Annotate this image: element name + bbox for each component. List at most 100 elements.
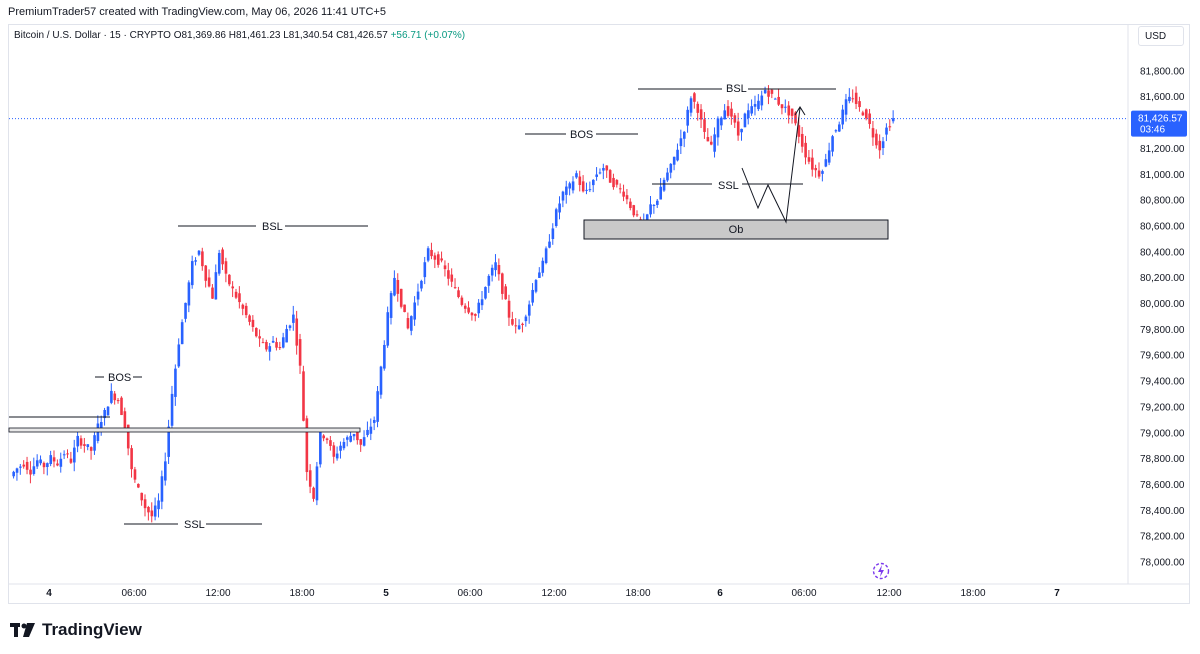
candle-body	[770, 89, 774, 94]
candle-body	[187, 282, 191, 306]
lightning-replay-icon[interactable]	[871, 561, 891, 581]
candle-body	[420, 280, 423, 289]
candle-body	[730, 108, 733, 117]
candle-body	[140, 492, 144, 501]
candle-body	[565, 186, 568, 195]
candle-body	[426, 248, 430, 261]
candle-body	[888, 126, 892, 128]
candle-body	[531, 289, 534, 303]
candle-body	[490, 267, 494, 276]
candle-body	[558, 203, 561, 213]
candle-body	[197, 250, 201, 255]
ohlc-close: C81,426.57	[336, 30, 388, 41]
candle-body	[89, 447, 93, 451]
candle-body	[221, 249, 224, 265]
candle-body	[157, 500, 160, 510]
candle-body	[251, 319, 255, 327]
candle-body	[410, 316, 413, 331]
candle-body	[258, 336, 261, 339]
y-tick-label: 79,400.00	[1140, 377, 1185, 388]
candle-body	[844, 99, 848, 115]
candle-body	[308, 470, 312, 487]
candle-body	[130, 448, 133, 470]
candle-body	[234, 291, 238, 298]
candle-body	[436, 254, 440, 265]
candle-body	[319, 428, 322, 465]
candle-body	[52, 457, 56, 462]
candle-body	[676, 149, 679, 161]
candle-body	[440, 258, 443, 261]
candle-body	[62, 454, 66, 456]
candle-body	[39, 459, 42, 464]
candle-body	[103, 409, 106, 419]
candle-body	[147, 506, 150, 513]
candle-body	[362, 437, 366, 446]
candle-body	[22, 464, 26, 467]
candle-body	[180, 322, 184, 345]
x-tick-label: 12:00	[541, 588, 566, 599]
currency-button[interactable]: USD	[1138, 26, 1184, 46]
candle-body	[595, 174, 598, 177]
candle-body	[292, 314, 295, 323]
candle-body	[780, 104, 784, 109]
candle-body	[706, 137, 710, 142]
candle-body	[875, 133, 878, 146]
y-tick-label: 80,600.00	[1140, 221, 1185, 232]
ohlc-low: L81,340.54	[283, 30, 334, 41]
candle-body	[551, 228, 555, 240]
ob-label: Ob	[729, 224, 744, 236]
candle-body	[891, 118, 895, 122]
x-tick-label: 5	[383, 588, 389, 599]
candle-body	[470, 312, 474, 316]
candle-body	[740, 128, 743, 133]
candle-body	[618, 188, 622, 190]
candle-body	[868, 113, 871, 125]
candle-body	[656, 200, 659, 205]
candle-body	[231, 286, 235, 289]
candle-body	[201, 251, 204, 267]
candle-body	[106, 406, 110, 416]
candle-body	[575, 173, 578, 178]
candle-body	[278, 347, 282, 349]
candle-body	[871, 128, 875, 138]
candle-body	[511, 319, 514, 325]
candle-body	[561, 191, 565, 201]
candle-body	[885, 127, 888, 135]
x-tick-label: 06:00	[457, 588, 482, 599]
candle-body	[12, 471, 15, 477]
candle-body	[622, 191, 625, 197]
y-tick-label: 80,200.00	[1140, 273, 1185, 284]
candle-body	[430, 249, 433, 257]
candle-body	[831, 136, 834, 152]
candle-body	[329, 440, 332, 446]
candle-body	[497, 265, 501, 275]
candle-body	[881, 141, 885, 149]
candle-body	[635, 214, 639, 216]
candle-body	[797, 125, 801, 137]
candle-body	[433, 255, 437, 260]
candle-body	[827, 150, 831, 163]
symbol-legend[interactable]: Bitcoin / U.S. Dollar · 15 · CRYPTO O81,…	[14, 30, 465, 41]
candle-body	[399, 288, 403, 307]
ohlc-high: H81,461.23	[228, 30, 281, 41]
candle-body	[814, 168, 818, 171]
candle-body	[450, 274, 454, 282]
candle-body	[349, 435, 352, 442]
candle-body	[544, 248, 548, 264]
y-tick-label: 79,200.00	[1140, 402, 1185, 413]
candle-body	[288, 325, 292, 328]
candle-body	[811, 157, 814, 170]
candle-body	[760, 95, 764, 106]
candle-body	[726, 106, 730, 116]
candle-body	[527, 304, 531, 316]
y-tick-label: 80,400.00	[1140, 247, 1185, 258]
projection-arrowhead	[794, 106, 806, 116]
candle-body	[150, 510, 154, 517]
symbol-name[interactable]: Bitcoin / U.S. Dollar · 15 · CRYPTO	[14, 30, 171, 41]
candle-body	[504, 286, 507, 300]
candle-body	[396, 279, 400, 294]
candle-body	[568, 183, 572, 189]
candle-body	[46, 463, 49, 468]
tradingview-brand[interactable]: TradingView	[10, 620, 142, 640]
